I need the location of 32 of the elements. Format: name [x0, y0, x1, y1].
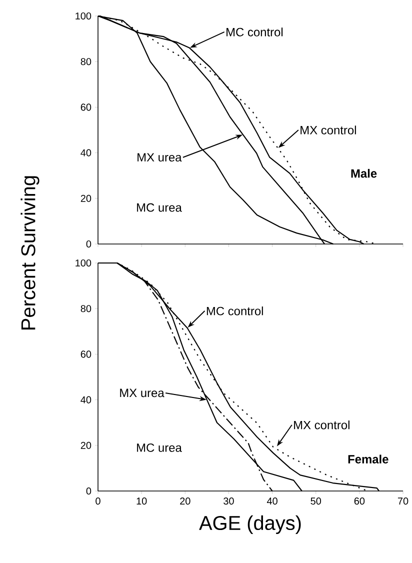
y-tick-label: 80	[80, 58, 92, 66]
y-tick-label: 0	[86, 240, 92, 248]
y-tick-label: 40	[80, 396, 92, 404]
annotation: Female	[348, 454, 388, 464]
y-axis-title: Percent Surviving	[20, 176, 40, 330]
y-tick-label: 100	[76, 12, 92, 20]
annotation: MC urea	[137, 443, 182, 452]
annotation: MX urea	[138, 153, 182, 162]
x-tick-label: 0	[96, 498, 100, 505]
x-tick-label: 70	[398, 498, 408, 505]
y-tick-label: 0	[86, 487, 92, 495]
x-tick-label: 40	[266, 498, 278, 505]
y-tick-label: 40	[80, 149, 92, 156]
y-tick-label: 20	[80, 442, 92, 449]
annotation: MC urea	[137, 203, 182, 212]
x-tick-label: 30	[224, 498, 234, 505]
y-tick-label: 60	[80, 104, 92, 111]
x-tick-label: 60	[354, 498, 365, 505]
annotation: MC control	[206, 306, 263, 316]
x-axis-title: AGE (days)	[199, 515, 301, 534]
y-tick-label: 80	[80, 305, 92, 312]
x-tick-label: 20	[180, 498, 190, 505]
annotation: MX control	[294, 420, 350, 430]
annotation: MX control	[300, 126, 356, 134]
annotation: Male	[351, 168, 377, 178]
y-tick-label: 100	[76, 259, 92, 267]
y-tick-label: 20	[80, 194, 92, 202]
y-tick-label: 60	[80, 350, 92, 358]
annotation: MX urea	[120, 388, 164, 398]
x-tick-label: 50	[310, 498, 322, 505]
x-tick-label: 10	[136, 498, 147, 505]
annotation: MC control	[226, 28, 283, 36]
